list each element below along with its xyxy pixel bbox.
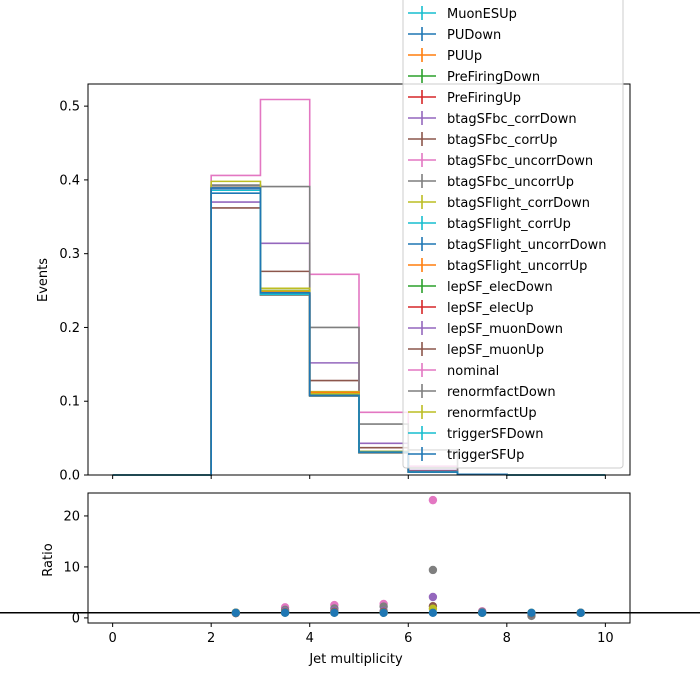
ratio-points: [231, 495, 585, 621]
legend-label: triggerSFDown: [447, 427, 543, 442]
legend-item: btagSFbc_corrUp: [408, 132, 558, 148]
legend-label: btagSFlight_corrUp: [447, 217, 571, 232]
ratio-axes-frame: [87, 492, 631, 624]
legend-label: renormfactDown: [447, 385, 556, 400]
legend-item: triggerSFDown: [408, 426, 543, 442]
ratio-y-axis-label: Ratio: [41, 543, 56, 576]
legend-label: btagSFbc_uncorrUp: [447, 175, 574, 190]
legend-label: lepSF_muonDown: [447, 322, 563, 337]
legend-item: renormfactDown: [408, 384, 556, 400]
legend-label: PUDown: [447, 28, 501, 43]
ratio-y-tick-label: 0: [72, 611, 80, 626]
top-panel: 0.0 0.1 0.2 0.3 0.4 0.5 Events: [36, 83, 631, 484]
legend-label: btagSFlight_uncorrDown: [447, 238, 607, 253]
legend-frame: [402, 0, 624, 469]
top-y-tick-label: 0.1: [59, 395, 80, 410]
ratio-x-ticks: 0 2 4 6 8 10: [108, 623, 614, 646]
legend-label: lepSF_elecUp: [447, 301, 534, 316]
legend-item: btagSFbc_uncorrUp: [408, 174, 574, 190]
ratio-point-triggerSFUp: [477, 608, 487, 618]
ratio-x-tick-label: 6: [404, 631, 412, 646]
legend-item: btagSFbc_uncorrDown: [408, 153, 593, 169]
top-x-ticks: [112, 475, 606, 479]
ratio-point-triggerSFUp: [280, 608, 290, 618]
ratio-point-triggerSFUp: [330, 608, 339, 618]
ratio-point-triggerSFUp: [428, 608, 438, 618]
legend-label: lepSF_elecDown: [447, 280, 553, 295]
legend-label: nominal: [447, 364, 499, 379]
ratio-point-triggerSFUp: [527, 608, 536, 618]
ratio-point-btagSFbc_uncorrDown: [428, 495, 438, 505]
ratio-x-tick-label: 2: [207, 631, 215, 646]
legend-item: lepSF_muonUp: [408, 342, 544, 358]
step-line-triggerSFUp: [112, 187, 606, 476]
ratio-x-tick-label: 8: [503, 631, 511, 646]
top-y-tick-label: 0.3: [59, 247, 80, 262]
ratio-x-tick-label: 4: [306, 631, 314, 646]
legend-item: PUUp: [408, 48, 482, 64]
legend-label: btagSFbc_uncorrDown: [447, 154, 593, 169]
ratio-y-ticks: 0 10 20: [63, 509, 88, 626]
legend-item: btagSFbc_corrDown: [408, 111, 577, 127]
legend-item: btagSFlight_corrDown: [408, 195, 590, 211]
legend-item: btagSFlight_corrUp: [408, 216, 571, 232]
ratio-point-btagSFbc_corrDown: [428, 592, 438, 602]
legend-label: PreFiringUp: [447, 91, 521, 106]
ratio-panel: 0 2 4 6 8 10 0 10 20 Ratio Jet multiplicity: [0, 492, 700, 667]
legend-label: btagSFlight_corrDown: [447, 196, 590, 211]
ratio-point-triggerSFUp: [231, 608, 241, 618]
ratio-point-triggerSFUp: [576, 608, 585, 618]
ratio-x-tick-label: 0: [108, 631, 116, 646]
top-y-ticks: 0.0 0.1 0.2 0.3 0.4 0.5: [59, 100, 88, 484]
legend-item: nominal: [408, 363, 499, 379]
legend-item: PreFiringDown: [408, 69, 540, 85]
ratio-y-tick-label: 10: [63, 560, 80, 575]
ratio-point-btagSFbc_uncorrUp: [428, 565, 438, 575]
ratio-x-tick-label: 10: [597, 631, 614, 646]
legend-label: triggerSFUp: [447, 448, 524, 463]
legend-label: PUUp: [447, 49, 482, 64]
legend-label: PreFiringDown: [447, 70, 540, 85]
legend-item: lepSF_muonDown: [408, 321, 563, 337]
legend-item: triggerSFUp: [408, 447, 524, 463]
legend: MuonESUp PUDown PUUp PreFiringDown PreFiring…: [402, 0, 624, 469]
legend-label: lepSF_muonUp: [447, 343, 544, 358]
legend-item: btagSFlight_uncorrDown: [408, 237, 607, 253]
ratio-x-axis-label: Jet multiplicity: [308, 652, 403, 667]
legend-label: btagSFbc_corrDown: [447, 112, 577, 127]
top-y-axis-label: Events: [36, 258, 51, 302]
ratio-y-tick-label: 20: [63, 509, 80, 524]
top-axes-frame: [87, 83, 631, 476]
histogram-steps: [112, 98, 606, 476]
legend-label: renormfactUp: [447, 406, 537, 421]
top-y-tick-label: 0.0: [59, 469, 80, 484]
legend-item: renormfactUp: [408, 405, 537, 421]
top-y-tick-label: 0.2: [59, 321, 80, 336]
legend-item: PUDown: [408, 27, 501, 43]
legend-label: MuonESUp: [447, 7, 517, 22]
legend-item: btagSFlight_uncorrUp: [408, 258, 587, 274]
legend-label: btagSFbc_corrUp: [447, 133, 558, 148]
legend-label: btagSFlight_uncorrUp: [447, 259, 587, 274]
top-y-tick-label: 0.5: [59, 100, 80, 115]
legend-item: MuonESUp: [408, 6, 517, 22]
legend-item: PreFiringUp: [408, 90, 521, 106]
legend-item: lepSF_elecUp: [408, 300, 534, 316]
ratio-point-triggerSFUp: [379, 608, 388, 618]
top-y-tick-label: 0.4: [59, 173, 80, 188]
legend-item: lepSF_elecDown: [408, 279, 553, 295]
